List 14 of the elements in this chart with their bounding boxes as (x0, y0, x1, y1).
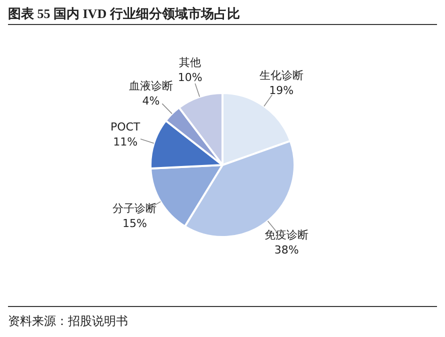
chart-title: 图表 55 国内 IVD 行业细分领域市场占比 (8, 4, 437, 25)
slice-label: 免疫诊断 (264, 228, 309, 242)
slice-label: POCT (110, 120, 140, 134)
data-label: 4% (142, 94, 160, 108)
text: 资料来源：招股说明书 (8, 313, 129, 330)
data-label: 11% (113, 136, 138, 149)
slice-label: 其他 (179, 56, 202, 70)
slice-label: 血液诊断 (128, 80, 173, 93)
data-label: 15% (122, 216, 147, 230)
data-label: 10% (178, 71, 202, 84)
data-label: 19% (269, 84, 294, 98)
slice-label: 生化诊断 (259, 69, 304, 82)
data-label: 38% (274, 244, 299, 257)
slice-label: 分子诊断 (112, 202, 157, 215)
